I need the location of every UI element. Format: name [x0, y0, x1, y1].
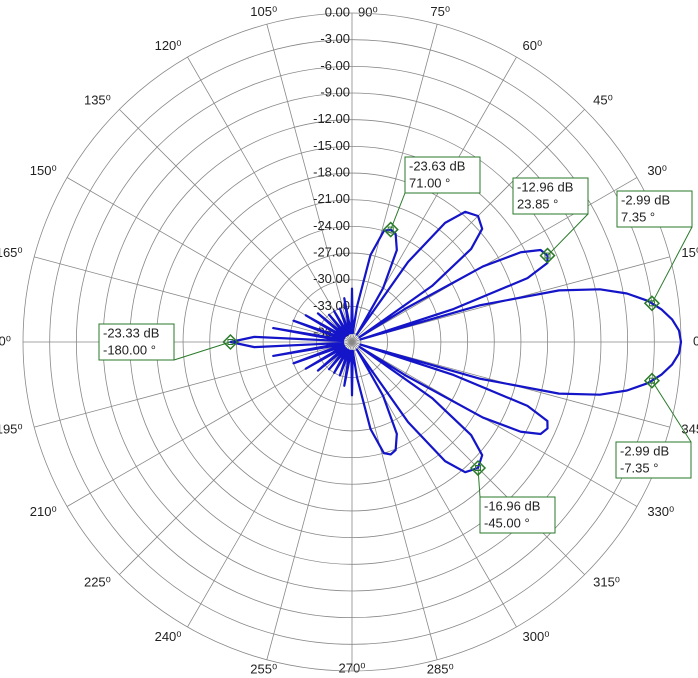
spoke [119, 109, 353, 343]
marker-label: -16.96 dB [484, 498, 540, 513]
marker-label: -45.00 ° [484, 515, 530, 530]
marker-box [616, 190, 693, 228]
marker-box [615, 441, 692, 479]
angle-label: 0⁰ [693, 333, 698, 348]
ring [262, 252, 442, 432]
angle-label: 60⁰ [523, 38, 543, 53]
spoke [266, 24, 353, 343]
angle-label: 180⁰ [0, 333, 11, 348]
marker [469, 459, 487, 477]
angle-label: 15⁰ [681, 245, 698, 260]
marker-center [227, 339, 234, 345]
spoke [351, 341, 585, 575]
spoke [119, 341, 353, 575]
ring [209, 199, 495, 485]
marker-box [479, 496, 556, 534]
spoke [34, 256, 353, 343]
angle-label: 120⁰ [155, 38, 182, 53]
marker-center [475, 465, 482, 472]
marker [643, 295, 660, 312]
spoke [66, 341, 353, 507]
marker-label: -180.00 ° [103, 342, 156, 357]
angle-label: 300⁰ [523, 629, 550, 644]
angle-label: 150⁰ [30, 163, 57, 178]
spoke [34, 341, 353, 428]
angle-label: 210⁰ [30, 504, 57, 519]
pattern-line [229, 210, 683, 474]
spoke [351, 109, 585, 343]
angle-label: 135⁰ [84, 92, 111, 107]
marker-leader [547, 213, 589, 256]
angle-label: 75⁰ [430, 4, 450, 19]
marker-center [648, 300, 655, 307]
angle-label: 345⁰ [681, 422, 698, 437]
radial-label: -30.00 [313, 271, 350, 286]
marker-label: -12.96 dB [517, 179, 573, 194]
spoke [351, 177, 638, 343]
angle-label: 105⁰ [250, 4, 277, 19]
radial-label: -6.00 [320, 58, 350, 73]
marker-box [404, 156, 481, 194]
marker-box [512, 177, 589, 215]
marker-label: 23.85 ° [517, 196, 558, 211]
radial-label: -18.00 [313, 164, 350, 179]
spoke [266, 341, 353, 660]
spoke [187, 56, 353, 343]
ring [49, 39, 655, 645]
angle-label: 195⁰ [0, 422, 23, 437]
marker-label: -2.99 dB [620, 443, 669, 458]
angle-label: 45⁰ [593, 92, 613, 107]
marker-center [544, 252, 551, 259]
marker [382, 221, 399, 238]
radial-label: -3.00 [320, 31, 350, 46]
marker-leader [390, 192, 406, 230]
angle-label: 255⁰ [250, 661, 277, 676]
marker-label: -23.63 dB [409, 158, 465, 173]
radial-label: -12.00 [313, 111, 350, 126]
marker-center [648, 377, 655, 384]
marker-label: 7.35 ° [621, 209, 655, 224]
angle-label: 330⁰ [647, 504, 674, 519]
radial-label: -15.00 [313, 138, 350, 153]
marker [643, 372, 660, 389]
marker-leader [477, 467, 481, 498]
spoke [351, 341, 438, 660]
angle-label: 90⁰ [358, 4, 378, 19]
spoke [187, 341, 353, 628]
angle-label: 285⁰ [427, 661, 454, 676]
marker-leader [651, 226, 693, 304]
spoke [351, 24, 438, 343]
spoke [351, 341, 638, 507]
radial-label: -21.00 [313, 191, 350, 206]
marker-label: -2.99 dB [621, 192, 670, 207]
angle-label: 30⁰ [647, 163, 667, 178]
marker [539, 247, 556, 264]
ring [289, 279, 415, 405]
angle-label: 270⁰ [339, 660, 366, 675]
marker-label: -7.35 ° [620, 460, 658, 475]
radial-label: 0.00 [325, 4, 350, 19]
angle-label: 225⁰ [84, 575, 111, 590]
marker [222, 333, 239, 351]
spoke [66, 177, 353, 343]
marker-leader [651, 380, 692, 443]
radial-label: -27.00 [313, 245, 350, 260]
radial-label: -24.00 [313, 218, 350, 233]
marker-box [98, 323, 175, 361]
marker-leader [173, 341, 231, 361]
angle-label: 315⁰ [593, 575, 620, 590]
ring [75, 65, 629, 619]
angle-label: 165⁰ [0, 245, 23, 260]
marker-label: 71.00 ° [409, 175, 450, 190]
radial-label: -9.00 [320, 84, 350, 99]
ring [182, 172, 522, 512]
marker-label: -23.33 dB [103, 325, 159, 340]
marker-center [387, 226, 394, 233]
angle-label: 240⁰ [155, 629, 182, 644]
